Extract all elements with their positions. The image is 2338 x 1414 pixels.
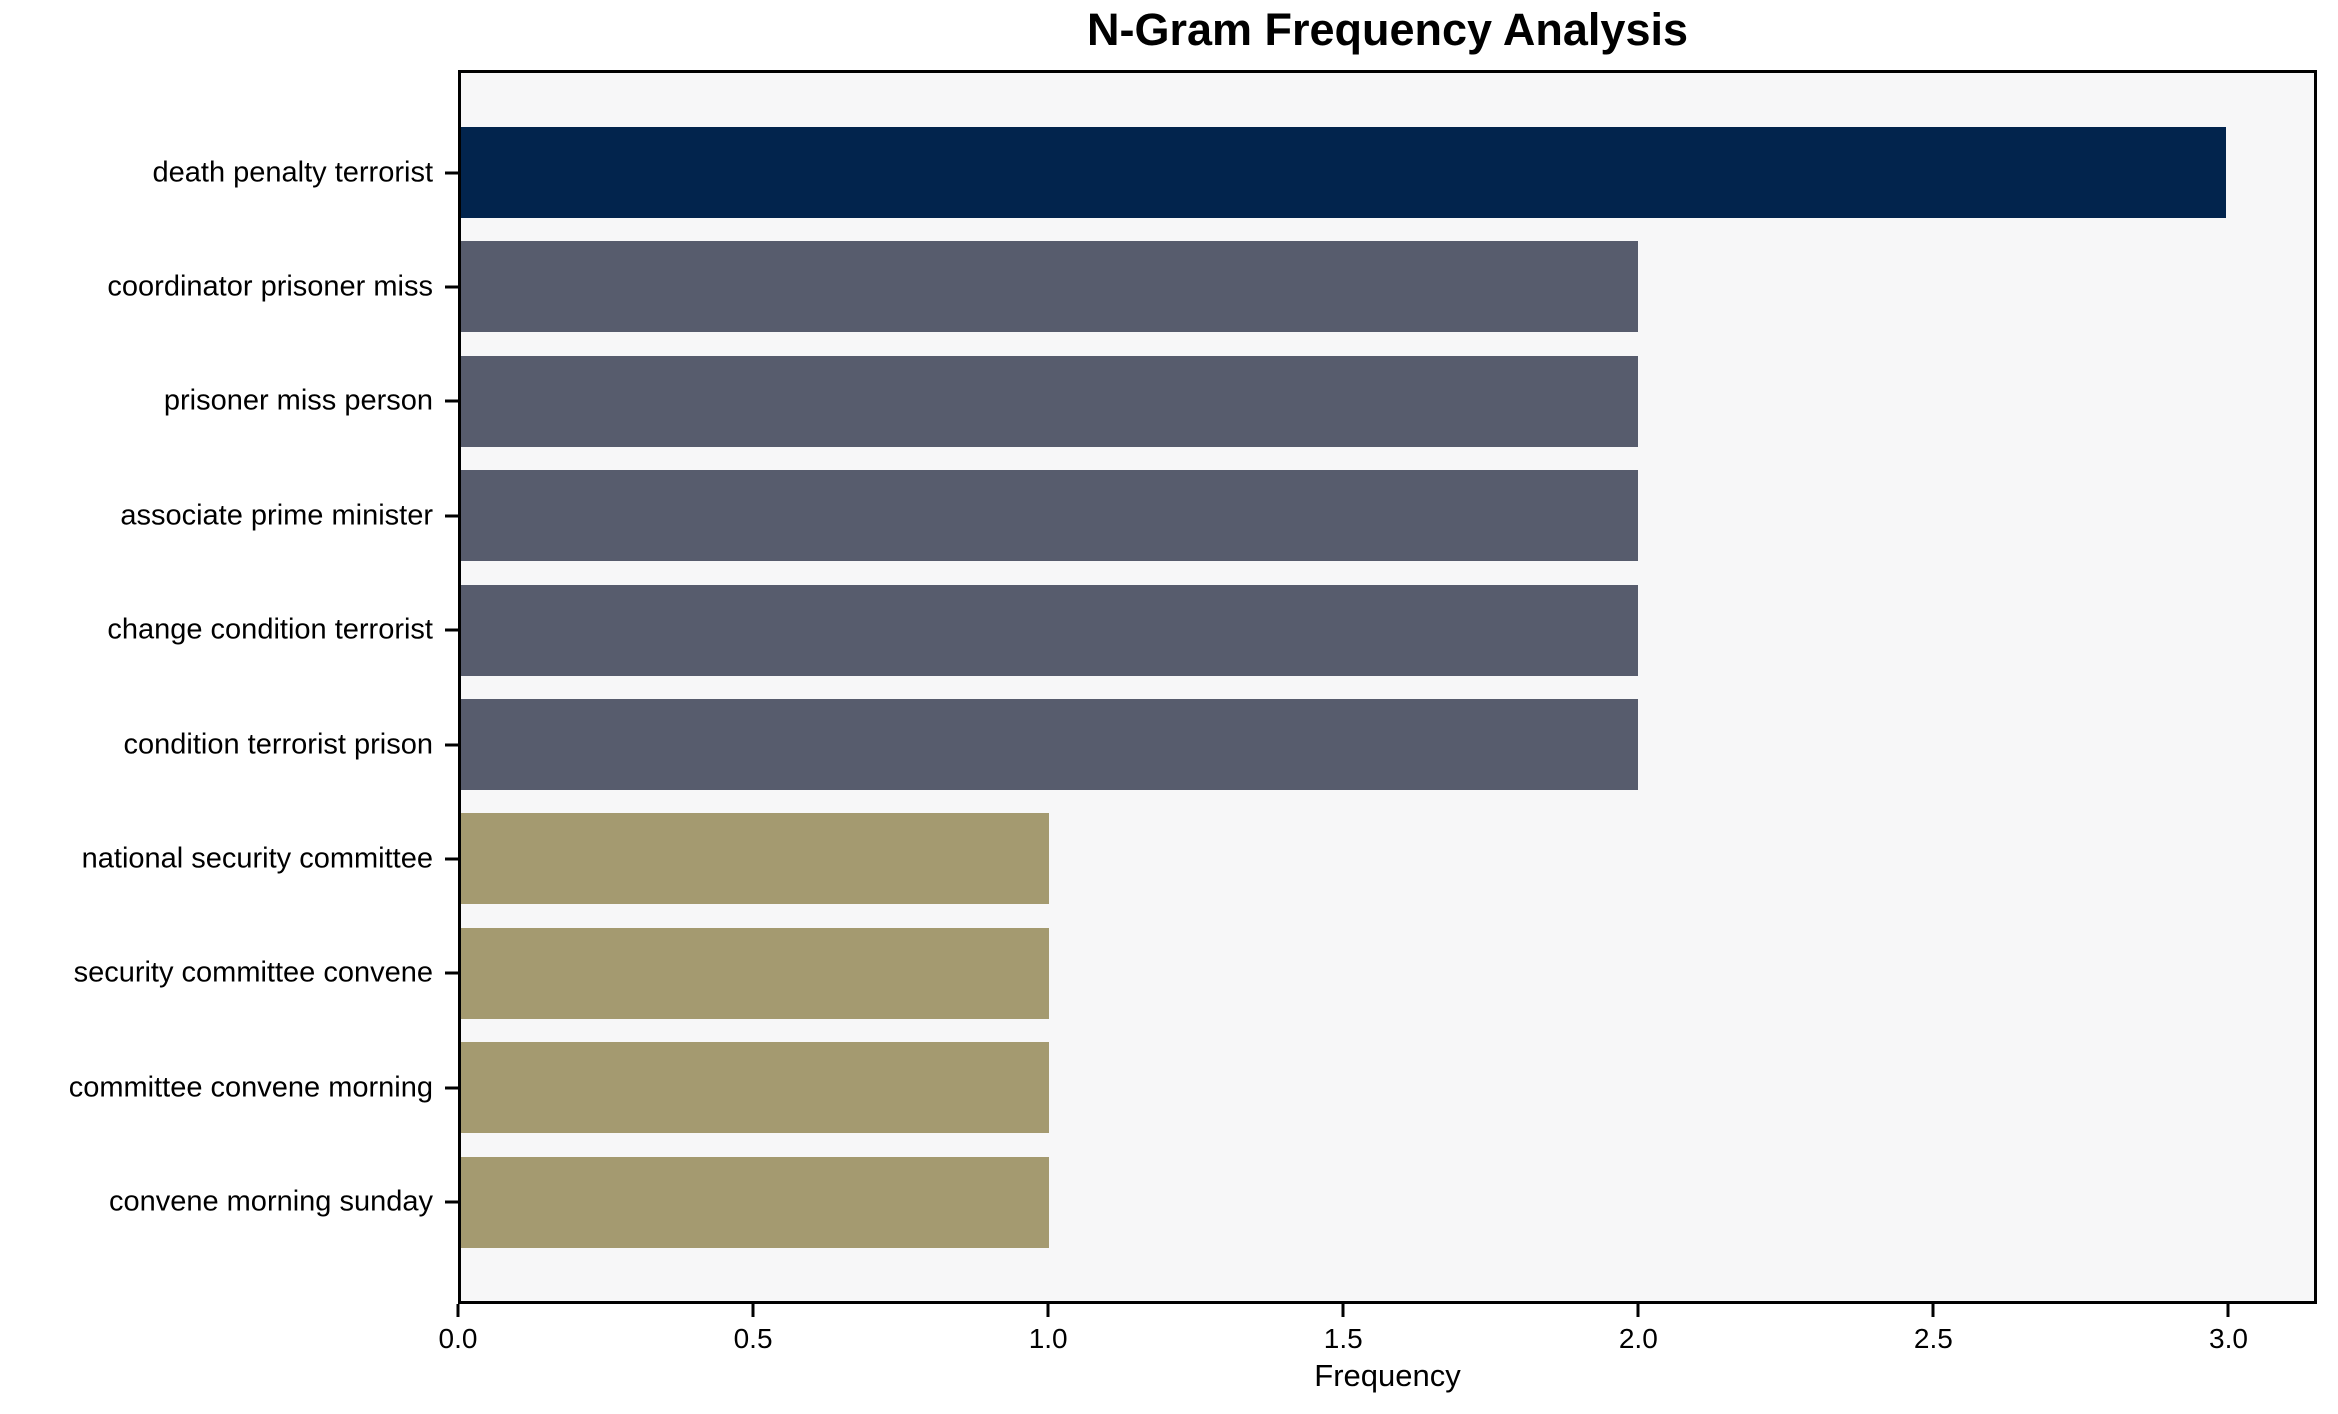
- y-tick-mark: [445, 743, 458, 746]
- x-tick-label: 2.5: [1913, 1323, 1953, 1354]
- y-tick-mark: [445, 628, 458, 632]
- bar-row: national security committee: [82, 813, 2314, 905]
- y-category-label: convene morning sunday: [108, 1185, 433, 1218]
- bar-row: condition terrorist prison: [124, 699, 2314, 790]
- frequency-bar: [461, 355, 1638, 447]
- y-category-label: condition terrorist prison: [123, 728, 433, 760]
- bar-row: convene morning sunday: [109, 1156, 2314, 1248]
- y-tick-mark: [445, 857, 458, 861]
- y-tick-mark: [445, 285, 458, 289]
- y-category-label: committee convene morning: [68, 1071, 433, 1104]
- x-tick-label: 2.0: [1618, 1323, 1658, 1354]
- plot-area: death penalty terrorist coordinator priso…: [69, 70, 2317, 1304]
- x-tick-mark: [1341, 1304, 1345, 1317]
- x-tick-mark: [456, 1304, 460, 1317]
- bar-row: coordinator prisoner miss: [107, 241, 2314, 333]
- x-axis-label: Frequency: [1314, 1358, 1461, 1393]
- x-tick-mark: [1931, 1304, 1935, 1317]
- frequency-bar: [461, 470, 1638, 562]
- y-category-label: associate prime minister: [120, 499, 433, 532]
- frequency-bar: [461, 699, 1638, 790]
- y-tick-mark: [445, 514, 458, 518]
- x-tick-label: 0.5: [733, 1323, 773, 1354]
- y-category-label: security committee convene: [73, 956, 433, 989]
- x-tick-mark: [2226, 1304, 2230, 1317]
- frequency-bar: [461, 1042, 1050, 1134]
- frequency-bar: [461, 927, 1050, 1019]
- bar-row: change condition terrorist: [107, 584, 2314, 676]
- x-axis: 0.0 0.5 1.0 1.5 2.0 2.5 3.0: [439, 1304, 2317, 1364]
- chart-title: N-Gram Frequency Analysis: [1086, 4, 1689, 55]
- bar-row: committee convene morning: [69, 1042, 2314, 1134]
- y-category-label: death penalty terrorist: [152, 156, 433, 188]
- frequency-bar: [461, 241, 1638, 333]
- y-category-label: prisoner miss person: [163, 384, 433, 417]
- x-tick-label: 3.0: [2209, 1323, 2248, 1354]
- y-tick-mark: [445, 1200, 458, 1204]
- x-tick-label: 1.5: [1323, 1323, 1363, 1354]
- x-tick-label: 1.0: [1028, 1323, 1068, 1354]
- bar-row: security committee convene: [74, 927, 2314, 1019]
- bar-row: prisoner miss person: [164, 355, 2314, 447]
- frequency-bar: [461, 127, 2226, 218]
- y-category-label: national security committee: [81, 842, 433, 875]
- y-tick-mark: [445, 1086, 458, 1090]
- y-category-label: change condition terrorist: [107, 613, 433, 646]
- y-category-label: coordinator prisoner miss: [107, 270, 433, 303]
- bar-row: death penalty terrorist: [153, 127, 2314, 218]
- frequency-bar: [461, 584, 1638, 676]
- bar-row: associate prime minister: [120, 470, 2314, 562]
- x-tick-mark: [1046, 1304, 1050, 1317]
- y-tick-mark: [445, 971, 458, 975]
- x-tick-label: 0.0: [438, 1323, 478, 1354]
- y-tick-mark: [445, 399, 458, 403]
- y-tick-mark: [445, 171, 458, 174]
- frequency-bar: [461, 813, 1050, 905]
- x-tick-mark: [1636, 1304, 1640, 1317]
- x-tick-mark: [751, 1304, 755, 1317]
- frequency-bar: [461, 1156, 1050, 1248]
